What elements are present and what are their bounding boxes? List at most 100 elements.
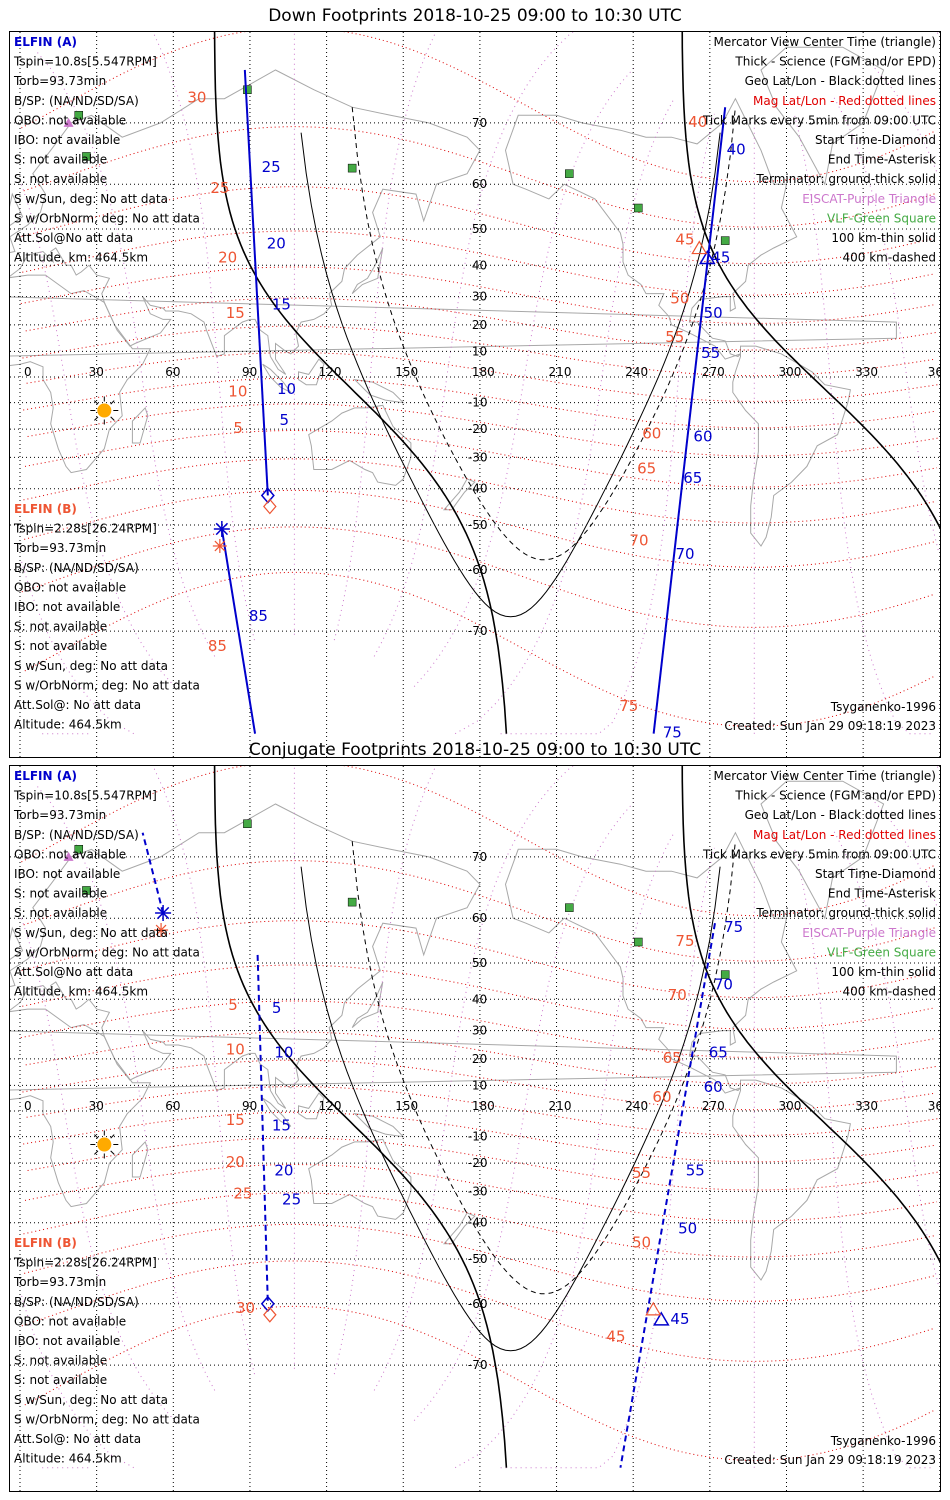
start-diamond-b xyxy=(263,498,277,515)
elfin-a-info-line: Torb=93.73min xyxy=(13,808,106,822)
vlf-square xyxy=(720,236,730,245)
elfin-a-pass2-tick-red: 65 xyxy=(637,459,656,477)
elfin-b-info-line: S w/Sun, deg: No att data xyxy=(14,659,168,673)
sun-ray xyxy=(110,1150,115,1155)
elfin-a-info-line: IBO: not available xyxy=(14,867,120,881)
panel-2-title: Conjugate Footprints 2018-10-25 09:00 to… xyxy=(248,740,702,760)
elfin-a-pass2-tick-red: 60 xyxy=(652,1088,671,1106)
elfin-b-info-line: Altitude: 464.5km xyxy=(14,718,122,732)
elfin-a-tick-red: 30 xyxy=(187,89,206,107)
elfin-a-track xyxy=(256,954,269,1304)
lat-tick-label: -30 xyxy=(468,450,488,464)
elfin-b-info-line: S: not available xyxy=(14,1373,107,1387)
elfin-b-info-line: Tspin=2.28s[26.24RPM] xyxy=(13,522,157,536)
elfin-b-info-line: OBO: not available xyxy=(14,1314,126,1328)
lat-tick-label: -20 xyxy=(468,1156,488,1170)
center-triangle-b xyxy=(691,240,708,255)
lat-tick-label: -60 xyxy=(468,563,488,577)
vlf-square xyxy=(243,85,252,94)
mag-lat-line xyxy=(23,126,937,228)
lat-tick-label: 50 xyxy=(472,222,487,236)
legend-line: Terminator: ground-thick solid xyxy=(755,172,936,186)
elfin-a-info-line: S: not available xyxy=(14,887,107,901)
elfin-a-tick-red: 30 xyxy=(236,1299,255,1317)
legend-line: Start Time-Diamond xyxy=(815,133,936,147)
lon-tick-label: 60 xyxy=(165,1099,180,1113)
legend-line: EISCAT-Purple Triangle xyxy=(802,926,936,940)
mag-lon-line xyxy=(500,113,715,735)
vlf-square xyxy=(565,169,574,178)
lat-tick-label: 50 xyxy=(472,956,487,970)
continent-outline xyxy=(351,247,384,294)
sun-ray xyxy=(94,400,99,405)
elfin-a-pass2-tick-red: 40 xyxy=(688,113,707,131)
continent-outline xyxy=(760,780,885,920)
elfin-a-pass2-tick-red: 50 xyxy=(632,1234,651,1252)
terminator-ground xyxy=(681,766,940,1264)
elfin-a-tick-blue: 25 xyxy=(262,158,281,176)
lat-tick-label: -10 xyxy=(468,396,488,410)
end-asterisk-b xyxy=(155,924,167,936)
map-canvas: 0 30 60 90 120 150 180 210 240 270 300 330 360 70 60 50… xyxy=(10,32,940,757)
elfin-b-info-line: S w/Sun, deg: No att data xyxy=(14,1393,168,1407)
elfin-a-tick-blue: 10 xyxy=(277,380,296,398)
elfin-b-info-line: IBO: not available xyxy=(14,1334,120,1348)
lat-tick-label: -60 xyxy=(468,1297,488,1311)
continent-outline xyxy=(10,1008,897,1208)
elfin-b-info-line: S: not available xyxy=(14,620,107,634)
lat-tick-label: 70 xyxy=(472,116,487,130)
terminator-400km xyxy=(351,107,736,561)
vlf-square xyxy=(82,886,91,895)
lon-tick-label: 120 xyxy=(319,365,342,379)
elfin-a-info-line: B/SP: (NA/ND/SD/SA) xyxy=(14,828,139,842)
panel-1-title: Down Footprints 2018-10-25 09:00 to 10:3… xyxy=(268,6,682,26)
lon-tick-label: 180 xyxy=(472,365,495,379)
elfin-b-track xyxy=(220,528,257,734)
sun-ray xyxy=(110,400,115,405)
elfin-b-info-line: ELFIN (B) xyxy=(14,502,77,516)
eiscat-triangle xyxy=(63,851,74,861)
lon-tick-label: 0 xyxy=(24,365,32,379)
legend-line: End Time-Asterisk xyxy=(828,153,936,167)
elfin-a-info-line: Att.Sol@No att data xyxy=(14,231,133,245)
mag-lat-line xyxy=(25,297,939,351)
elfin-a-tick-red: 5 xyxy=(228,996,238,1014)
mag-lon-line xyxy=(793,113,931,735)
elfin-a-pass2-tick-blue: 50 xyxy=(704,304,723,322)
terminator-ground xyxy=(681,32,940,530)
center-triangle-b xyxy=(645,1301,662,1316)
legend-line: Start Time-Diamond xyxy=(815,867,936,881)
mag-lat-line xyxy=(21,186,935,265)
mag-lat-line xyxy=(24,571,936,728)
elfin-a-tick-blue: 5 xyxy=(280,411,290,429)
lon-tick-label: 240 xyxy=(625,1099,648,1113)
lon-tick-label: 330 xyxy=(855,365,878,379)
elfin-a-pass2-tick-blue: 55 xyxy=(686,1161,705,1179)
elfin-a-pass2-tick-blue: 70 xyxy=(714,976,733,994)
legend-line: Mercator View Center Time (triangle) xyxy=(714,35,936,49)
vlf-square xyxy=(347,897,357,907)
elfin-a-pass2-tick-blue: 55 xyxy=(701,344,720,362)
elfin-a-info-line: Att.Sol@No att data xyxy=(14,965,133,979)
continent-outline xyxy=(10,192,24,226)
elfin-a-pass2-tick-red: 70 xyxy=(668,986,687,1004)
elfin-a-tick-red: 10 xyxy=(226,1041,245,1059)
continent-outline xyxy=(504,97,798,360)
sun-ray xyxy=(94,416,99,421)
mag-lon-line xyxy=(934,32,939,34)
elfin-a-pass2-tick-red: 55 xyxy=(665,328,684,346)
elfin-a-pass2-tick-blue: 45 xyxy=(670,1310,689,1328)
lat-tick-label: 70 xyxy=(472,850,487,864)
lat-tick-label: 30 xyxy=(472,1024,487,1038)
elfin-b-track xyxy=(141,832,165,914)
continent-outline xyxy=(308,1138,412,1220)
end-asterisk-b xyxy=(214,540,226,552)
legend-line: Geo Lat/Lon - Black dotted lines xyxy=(745,808,936,822)
elfin-a-info-line: IBO: not available xyxy=(14,133,120,147)
mag-lon-line xyxy=(873,67,937,172)
lon-tick-label: 360 xyxy=(928,1099,940,1113)
lat-tick-label: 30 xyxy=(472,290,487,304)
legend-line: 400 km-dashed xyxy=(842,251,936,265)
legend-line: VLF-Green Square xyxy=(827,945,936,959)
continent-outline xyxy=(10,274,897,474)
